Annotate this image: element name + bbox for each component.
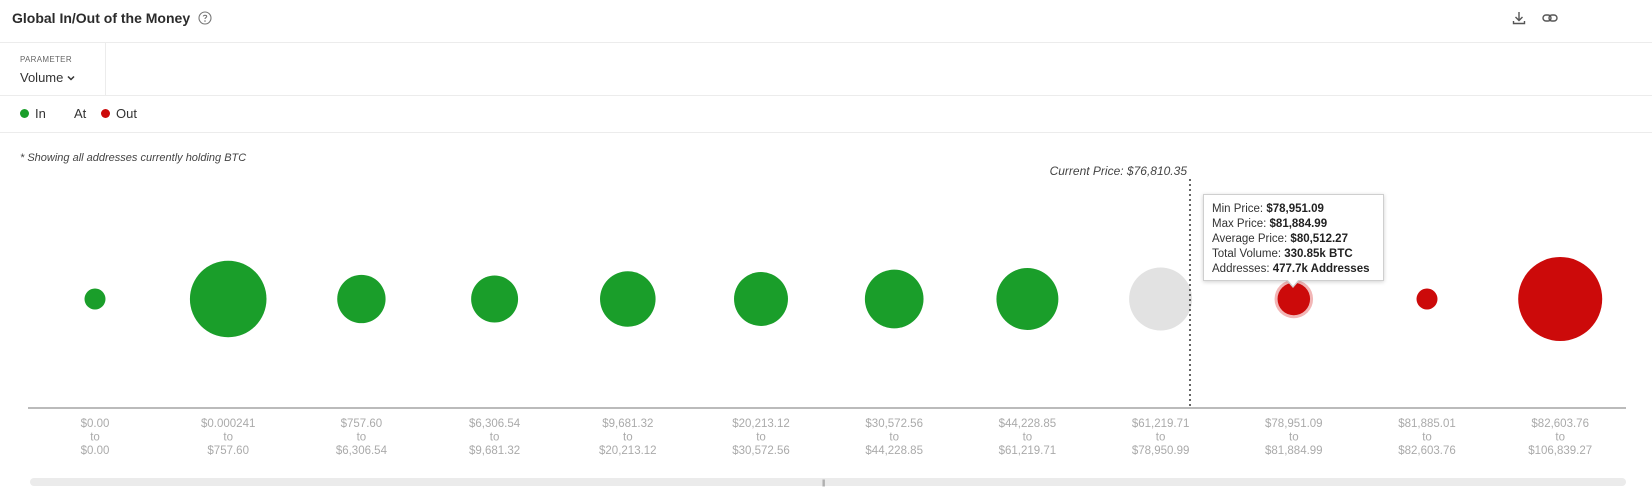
bubble-in[interactable]: [84, 288, 106, 310]
x-tick-label: to: [623, 432, 633, 444]
in-dot-icon: [20, 109, 29, 118]
holding-note: * Showing all addresses currently holdin…: [20, 152, 247, 164]
chart-header: [0, 0, 1652, 43]
bubble-in[interactable]: [734, 272, 788, 326]
legend-out[interactable]: Out: [101, 106, 137, 121]
x-tick-label: $78,950.99: [1132, 445, 1190, 457]
x-tick-label: to: [756, 432, 766, 444]
bubble-out[interactable]: [1277, 282, 1311, 316]
x-tick-label: to: [1156, 432, 1166, 444]
legend-at-label: At: [74, 106, 87, 121]
x-tick-label: to: [1422, 432, 1432, 444]
x-tick-label: $6,306.54: [469, 418, 521, 430]
current-price-label: Current Price: $76,810.35: [1050, 165, 1188, 178]
x-tick-label: $0.00: [81, 418, 110, 430]
x-tick-label: $9,681.32: [602, 418, 653, 430]
x-tick-label: $20,213.12: [599, 445, 657, 457]
bubble-in[interactable]: [600, 271, 656, 327]
x-tick-label: to: [1555, 432, 1565, 444]
bubble-in[interactable]: [189, 260, 267, 338]
x-tick-label: $81,885.01: [1398, 418, 1456, 430]
scroll-grip-icon[interactable]: |||: [822, 480, 826, 487]
bubble-out[interactable]: [1518, 257, 1603, 341]
help-icon[interactable]: [198, 11, 212, 25]
x-tick-label: $20,213.12: [732, 418, 790, 430]
parameter-value: Volume: [20, 70, 64, 85]
bubble-in[interactable]: [864, 269, 924, 329]
x-tick-label: $106,839.27: [1528, 445, 1592, 457]
bubble-out[interactable]: [1416, 288, 1438, 310]
parameter-label: PARAMETER: [20, 55, 72, 64]
legend-out-label: Out: [116, 106, 137, 121]
out-dot-icon: [101, 109, 110, 118]
x-tick-label: $81,884.99: [1265, 445, 1323, 457]
tooltip-volume: Total Volume: 330.85k BTC: [1212, 248, 1353, 260]
parameter-panel: [0, 43, 106, 95]
chevron-down-icon: [67, 75, 75, 81]
x-tick-label: $61,219.71: [1132, 418, 1190, 430]
x-tick-label: $82,603.76: [1398, 445, 1456, 457]
x-tick-label: $30,572.56: [732, 445, 790, 457]
parameter-divider: [0, 95, 1652, 96]
tooltip-min: Min Price: $78,951.09: [1212, 203, 1324, 215]
legend-bar: [0, 96, 1652, 133]
link-icon[interactable]: [1541, 9, 1559, 27]
x-tick-label: $6,306.54: [336, 445, 388, 457]
bubble-in[interactable]: [471, 275, 519, 323]
x-tick-label: $82,603.76: [1531, 418, 1589, 430]
legend-at[interactable]: At: [74, 106, 86, 121]
x-tick-label: to: [490, 432, 500, 444]
x-tick-label: $44,228.85: [865, 445, 923, 457]
bubble-chart: $0.00to$0.00$0.000241to$757.60$757.60to$…: [28, 165, 1626, 457]
x-tick-label: $30,572.56: [865, 418, 923, 430]
x-tick-label: $44,228.85: [999, 418, 1057, 430]
tooltip-max: Max Price: $81,884.99: [1212, 218, 1328, 230]
tooltip-addresses: Addresses: 477.7k Addresses: [1212, 263, 1370, 275]
bubble-at[interactable]: [1129, 267, 1193, 331]
x-tick-label: $757.60: [341, 418, 383, 430]
x-tick-label: $0.00: [81, 445, 110, 457]
bubble-in[interactable]: [337, 274, 386, 324]
bubble-in[interactable]: [996, 268, 1059, 330]
x-tick-label: to: [90, 432, 100, 444]
x-tick-label: to: [223, 432, 233, 444]
x-tick-label: to: [1289, 432, 1299, 444]
x-tick-label: to: [889, 432, 899, 444]
tooltip: Min Price: $78,951.09 Max Price: $81,884…: [1203, 194, 1384, 281]
legend-in[interactable]: In: [20, 106, 46, 121]
download-icon[interactable]: [1510, 9, 1528, 27]
parameter-select[interactable]: Volume: [20, 70, 76, 85]
page-title: Global In/Out of the Money: [12, 10, 191, 26]
tooltip-avg: Average Price: $80,512.27: [1212, 233, 1348, 245]
x-tick-label: $757.60: [207, 445, 249, 457]
x-tick-label: to: [357, 432, 367, 444]
x-tick-label: $0.000241: [201, 418, 255, 430]
horizontal-scrollbar[interactable]: [30, 478, 1626, 486]
x-tick-label: $9,681.32: [469, 445, 520, 457]
x-tick-label: $78,951.09: [1265, 418, 1323, 430]
legend-in-label: In: [35, 106, 46, 121]
tooltip-arrow-inner: [1287, 279, 1299, 286]
x-tick-label: to: [1023, 432, 1033, 444]
x-tick-label: $61,219.71: [999, 445, 1057, 457]
